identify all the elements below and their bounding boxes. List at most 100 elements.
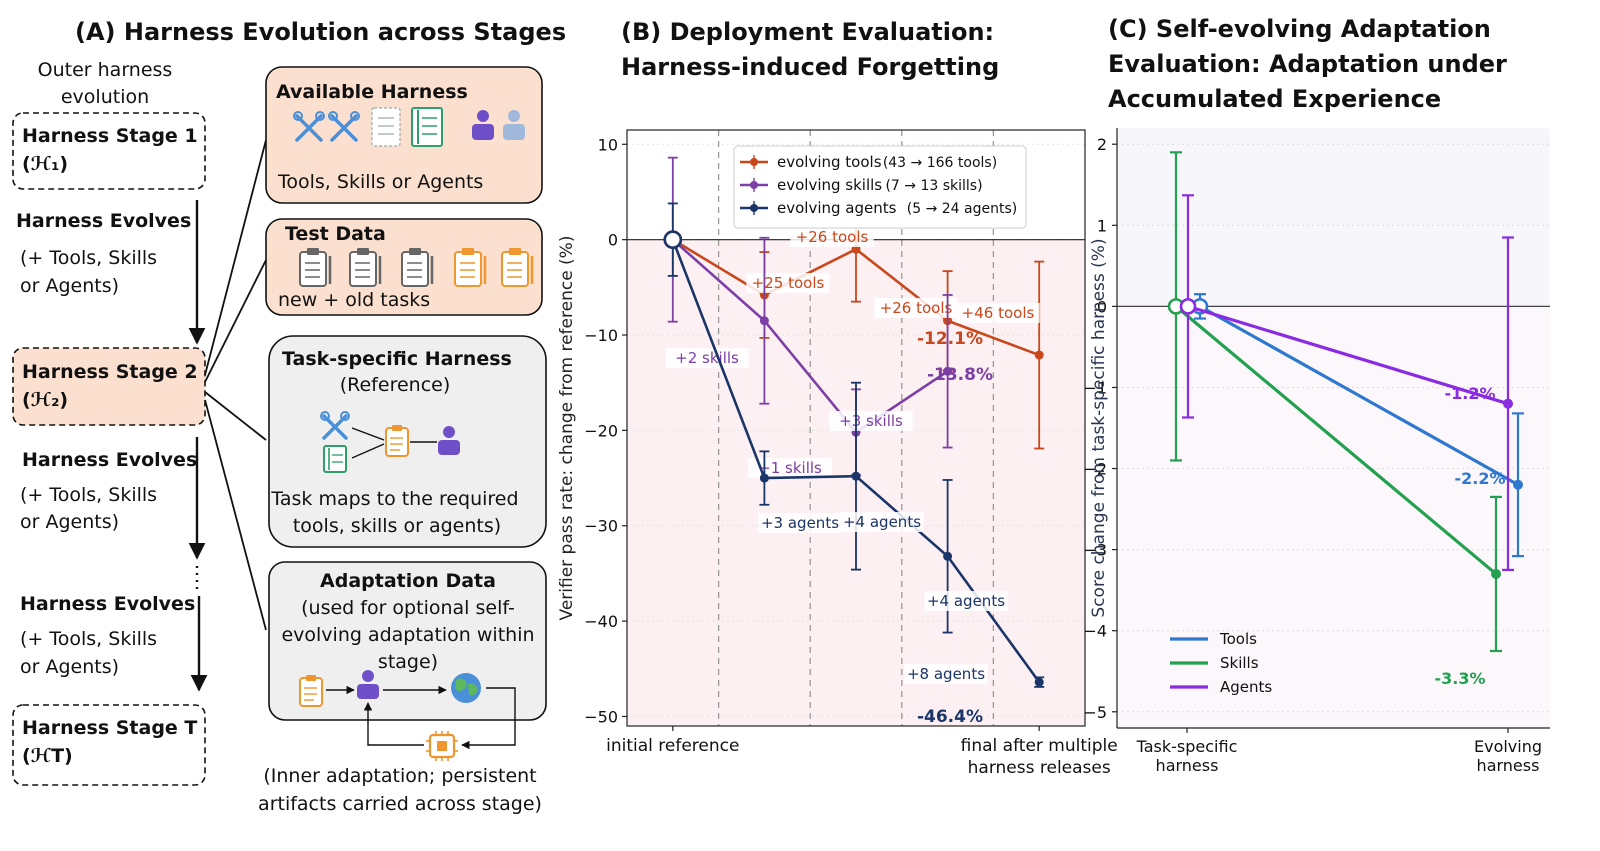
y-tick-label: −3 [1083,541,1107,560]
data-point [1513,479,1523,490]
task-link-line [351,443,385,459]
stage-2-symbol: (ℋ₂) [22,389,68,411]
task-specific-caption-2: tools, skills or agents) [293,515,501,537]
stage-t-symbol: (ℋT) [22,745,73,767]
y-tick-label: −2 [1083,460,1107,479]
adaptation-footnote-1: (Inner adaptation; persistent [263,765,536,787]
wrench-icon [293,111,325,142]
clipboard-clip [462,248,474,255]
x-tick-label: harness [1156,756,1219,775]
step-label-bg [748,458,832,478]
step-label-bg [746,273,830,293]
y-tick-label: −20 [584,421,618,440]
task-clipboard-icon [385,425,409,457]
evolves-sub-1a: (+ Tools, Skills [20,247,157,269]
step-label-bg [758,513,842,533]
clipboard-icon [454,248,487,287]
data-point [1034,677,1044,687]
step-label: +3 skills [839,412,903,430]
agent-icon [438,426,460,455]
clipboard-icon [349,248,382,287]
available-harness-title: Available Harness [276,81,468,103]
panel-b-title-1: (B) Deployment Evaluation: [621,18,994,46]
y-tick-label: −10 [584,326,618,345]
adaptation-line-2: evolving adaptation within [281,624,534,646]
stage-1-name: Harness Stage 1 [22,125,198,147]
step-label: +4 agents [843,513,921,531]
y-tick-label: −5 [1083,703,1107,722]
data-point [851,471,861,481]
available-harness-box [265,66,543,204]
step-label-bg [665,348,749,368]
test-data-caption: new + old tasks [278,289,430,311]
step-label: +25 tools [752,274,825,292]
y-tick-label: −40 [584,612,618,631]
clipboard-clip [307,248,319,255]
panel-b: (B) Deployment Evaluation: Harness-induc… [557,18,1118,778]
step-label: +46 tools [962,304,1035,322]
x-tick-label: Evolving [1474,737,1542,756]
evolves-sub-1b: or Agents) [20,275,119,297]
clipboard-body [299,251,327,287]
task-specific-title: Task-specific Harness [282,348,512,370]
stage-2-name: Harness Stage 2 [22,361,198,383]
y-tick-label: −4 [1083,622,1107,641]
step-label-bg [874,298,958,318]
stage-1-box [12,112,206,190]
legend-entry: evolving tools [777,153,882,171]
notebook-icon [411,107,443,147]
document-icon [371,107,401,147]
panel-b-title-2: Harness-induced Forgetting [621,53,999,81]
x-tick-label: Task-specific [1136,737,1238,756]
legend-entry: Tools [1219,630,1257,648]
evolves-sub-2a: (+ Tools, Skills [20,484,157,506]
data-point [1491,568,1501,579]
legend-detail: (5 → 24 agents) [907,201,1017,217]
panel-c-title-2: Evaluation: Adaptation under [1108,50,1507,78]
step-label: +26 tools [796,228,869,246]
x-tick-label: harness [1477,756,1540,775]
plot-frame [626,129,1086,727]
legend-entry: evolving skills [777,176,882,194]
evolves-sub-3a: (+ Tools, Skills [20,628,157,650]
step-label: +3 agents [761,514,839,532]
step-label: +8 agents [907,665,985,683]
clipboard-body [401,251,429,287]
clipboard-body [454,251,482,287]
y-tick-label: −1 [1083,378,1107,397]
globe-icon [451,673,481,703]
panel-c: (C) Self-evolving Adaptation Evaluation:… [1083,15,1550,775]
legend-entry: Agents [1220,678,1272,696]
legend-entry: evolving agents [777,199,897,217]
x-tick-label: harness releases [968,758,1111,778]
legend-box [733,145,1027,229]
legend-detail: (7 → 13 skills) [885,178,982,194]
positive-region [1117,128,1550,307]
y-tick-label: −50 [584,707,618,726]
wrench-icon [320,411,350,440]
task-specific-caption-1: Task maps to the required [270,488,518,510]
data-point [943,551,953,561]
clipboard-icon [501,248,534,287]
step-label-bg [829,411,913,431]
data-point [1034,350,1044,360]
task-clipboard-icon [299,675,323,707]
value-label: -1.2% [1444,384,1495,403]
y-tick-label: −30 [584,517,618,536]
y-tick-label: 0 [1097,297,1107,316]
adaptation-line-3: stage) [378,651,438,673]
y-tick-label: 2 [1097,135,1107,154]
clipboard-icons [299,248,534,287]
agent-icon [503,110,525,140]
evolves-sub-2b: or Agents) [20,511,119,533]
reference-point [663,230,683,249]
evolves-label-3: Harness Evolves [20,593,195,615]
panel-c-title-3: Accumulated Experience [1108,85,1441,113]
clipboard-icon [299,248,332,287]
agent-icon [472,110,494,140]
y-tick-label: 1 [1097,216,1107,235]
task-specific-subtitle: (Reference) [340,374,451,396]
stage-t-name: Harness Stage T [22,717,197,739]
data-point [1503,398,1513,409]
